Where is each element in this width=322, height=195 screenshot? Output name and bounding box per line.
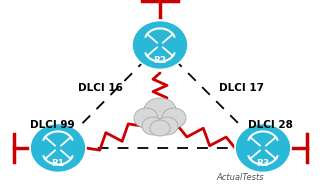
Text: DLCI 99: DLCI 99 — [30, 120, 74, 130]
Text: R3: R3 — [256, 159, 270, 168]
Ellipse shape — [235, 123, 291, 173]
Ellipse shape — [144, 98, 176, 122]
Text: DLCI 17: DLCI 17 — [220, 83, 264, 93]
Ellipse shape — [150, 120, 170, 136]
Text: ActualTests: ActualTests — [216, 174, 264, 183]
Text: R1: R1 — [52, 159, 65, 168]
Text: DLCI 28: DLCI 28 — [248, 120, 292, 130]
Ellipse shape — [162, 108, 186, 128]
Ellipse shape — [156, 117, 178, 135]
Text: R2: R2 — [154, 56, 166, 65]
Ellipse shape — [142, 117, 164, 135]
Text: DLCI 16: DLCI 16 — [78, 83, 122, 93]
Ellipse shape — [132, 20, 188, 69]
Ellipse shape — [30, 123, 86, 173]
Ellipse shape — [134, 108, 158, 128]
